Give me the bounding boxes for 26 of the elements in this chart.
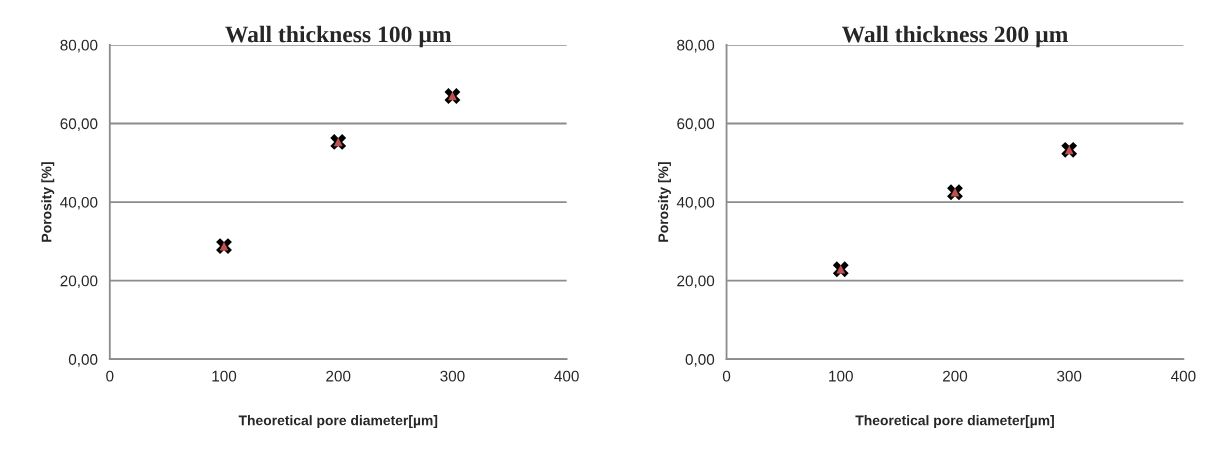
x-tick-label: 300 [1057, 370, 1082, 382]
y-tick-label: 0,00 [685, 354, 715, 367]
y-tick-label: 20,00 [677, 275, 715, 289]
y-axis-title: Porosity [%] [658, 162, 671, 242]
y-tick-label: 20,00 [60, 275, 98, 289]
x-axis-title: Theoretical pore diameter[µm] [238, 415, 438, 429]
y-tick-label: 40,00 [676, 196, 715, 210]
x-tick-label: 0 [106, 370, 114, 382]
chart-title: Wall thickness 200 µm [841, 25, 1068, 48]
y-tick-label: 60,00 [677, 118, 715, 131]
x-tick-label: 100 [212, 370, 237, 382]
y-tick-label: 80,00 [677, 39, 715, 53]
x-tick-label: 300 [440, 370, 465, 382]
x-tick-label: 400 [1171, 370, 1196, 382]
x-tick-label: 0 [722, 370, 731, 382]
x-axis-title: Theoretical pore diameter[µm] [855, 415, 1054, 429]
x-tick-label: 200 [943, 370, 968, 382]
x-tick-label: 100 [829, 370, 853, 382]
y-tick-label: 80,00 [60, 39, 98, 53]
y-axis-title: Porosity [%] [41, 162, 55, 242]
y-tick-label: 0,00 [68, 354, 98, 367]
y-tick-label: 40,00 [60, 196, 98, 210]
y-tick-label: 60,00 [60, 118, 98, 131]
chart-title: Wall thickness 100 µm [225, 25, 452, 48]
x-tick-label: 200 [326, 370, 351, 382]
x-tick-label: 400 [554, 370, 579, 382]
